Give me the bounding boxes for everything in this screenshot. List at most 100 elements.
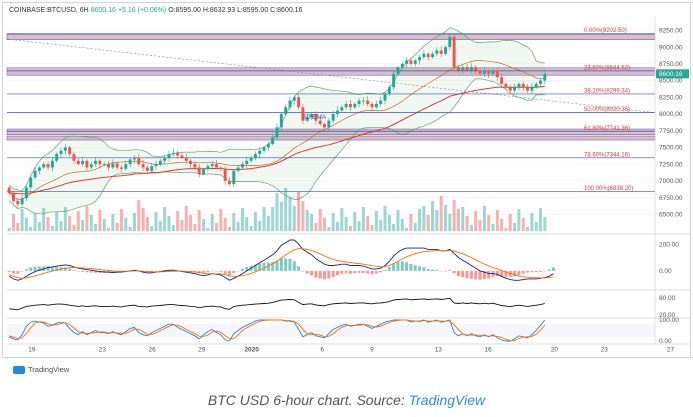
candle-body [189,160,193,165]
macd-histogram-bar [219,270,223,272]
candle-body [163,157,167,161]
price-tick-label: 9000.00 [659,44,683,51]
macd-histogram-bar [387,266,391,271]
resistance-zone [6,67,656,76]
candle-body [94,160,98,165]
macd-histogram-bar [215,270,219,272]
macd-histogram-bar [68,268,72,271]
candle-body [461,67,465,71]
stoch-tick-label: 0.00 [659,338,672,345]
macd-histogram-bar [301,270,305,272]
volume-bar [478,220,482,231]
macd-histogram-bar [266,262,270,271]
macd-histogram-bar [227,270,231,276]
volume-bar [310,214,314,231]
macd-histogram-bar [193,270,197,273]
macd-histogram-bar [223,270,227,274]
macd-histogram-bar [431,269,435,271]
candle-body [478,70,482,74]
chart-canvas[interactable]: 0.00%(9202.50) 23.60%(8644.52) 38.20%(8299… [3,3,690,357]
macd-signal-line [9,248,554,279]
volume-bar [357,221,361,231]
candle-body [81,160,85,165]
fib-level-label: 100.00%(6838.20) [584,186,633,192]
tradingview-brand[interactable]: TradingView [13,365,69,374]
macd-histogram-bar [530,270,534,273]
tradingview-logo-icon [13,365,25,374]
chart-header: COINBASE:BTCUSD, 6H 8600.16 +5.16 (+0.06… [9,7,302,14]
candle-body [444,47,447,54]
macd-histogram-bar [154,270,158,272]
candle-body [323,124,326,128]
macd-histogram-bar [314,270,318,278]
volume-bar [163,207,167,231]
volume-bar [266,216,270,231]
macd-tick-label: 0.00 [659,268,672,275]
caption-source-link[interactable]: TradingView [408,392,486,408]
candle-body [305,117,309,121]
candle-body [495,70,499,78]
candle-body [405,60,409,64]
volume-bar [383,206,387,231]
candle-body [456,67,460,71]
volume-bar [184,206,188,231]
macd-histogram-bar [487,270,491,279]
candle-body [266,144,270,148]
volume-bar [409,214,413,231]
candle-body [245,160,249,165]
macd-histogram-bar [400,261,404,271]
macd-histogram-bar [344,270,348,274]
volume-bar [439,196,443,231]
macd-histogram-bar [318,270,322,279]
volume-bar [323,218,327,231]
candle-body [491,70,495,74]
macd-histogram-bar [513,270,517,277]
macd-histogram-bar [262,262,266,271]
macd-histogram-bar [379,270,383,273]
price-tick-label: 7000.00 [659,178,683,185]
volume-bar [63,207,67,231]
macd-histogram-bar [456,270,460,276]
time-tick-label: 16 [484,347,492,354]
current-price-badge [656,69,689,79]
candle-body [526,87,530,91]
macd-histogram-bar [253,264,257,271]
macd-histogram-bar [197,270,201,274]
candle-body [150,166,154,171]
candle-body [120,167,123,169]
stoch-tick-label: 100.00 [659,317,679,324]
candle-body [132,157,136,160]
volume-bar [98,210,102,231]
volume-bar [227,227,231,231]
candle-body [232,170,236,185]
macd-histogram-bar [361,270,365,273]
macd-histogram-bar [72,270,76,271]
candle-body [115,163,119,168]
macd-histogram-bar [158,270,162,272]
macd-histogram-bar [534,270,538,273]
macd-histogram-bar [448,269,452,271]
macd-histogram-bar [29,267,33,271]
candle-body [500,77,504,84]
macd-histogram-bar [310,270,314,276]
volume-bar [413,223,417,231]
macd-histogram-bar [331,270,335,277]
candle-body [534,83,538,88]
volume-bar [284,188,288,231]
candle-body [292,97,296,101]
macd-histogram-bar [418,266,422,271]
candle-body [504,83,508,88]
volume-bar [400,219,404,231]
volume-bar [141,208,145,231]
volume-bar [249,226,253,231]
macd-histogram-bar [111,270,115,273]
fib-level-label: 38.20%(8299.34) [584,88,630,94]
candle-body [452,37,456,68]
price-tick-label: 8250.00 [659,94,683,101]
macd-histogram-bar [370,270,374,275]
candle-body [98,160,102,165]
volume-bar [262,207,266,231]
volume-bar [396,210,400,231]
bollinger-lower [8,78,545,215]
candle-body [288,100,292,108]
